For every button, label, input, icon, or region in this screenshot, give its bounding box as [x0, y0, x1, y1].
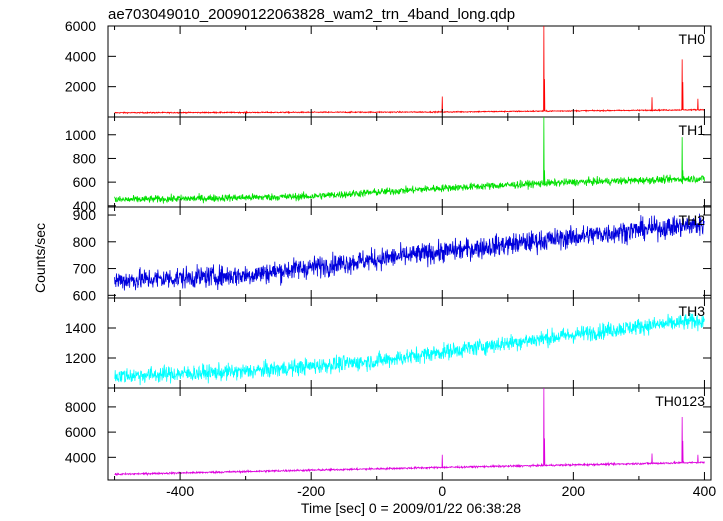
y-tick-label: 700	[73, 261, 97, 277]
panel-th0: TH0 2000 4000 6000	[65, 18, 712, 118]
y-tick-label: 2000	[65, 79, 96, 95]
x-tick-label: -200	[297, 483, 325, 499]
x-tick-label: 200	[562, 483, 586, 499]
y-tick-label: 1400	[65, 320, 96, 336]
panel-frame	[107, 206, 712, 299]
panel-frame	[107, 116, 712, 208]
series-line-th0123	[114, 388, 705, 477]
x-tick-label: -400	[166, 483, 194, 499]
panel-th3: TH3 1200 1400	[65, 297, 712, 389]
y-tick-label: 800	[73, 234, 97, 250]
y-tick-label: 4000	[65, 48, 96, 64]
series-line-th3	[114, 312, 705, 386]
panel-label: TH0123	[655, 393, 705, 409]
panel-frame	[107, 387, 712, 481]
y-tick-label: 400	[73, 198, 97, 214]
x-tick-label: 400	[693, 483, 717, 499]
y-tick-label: 1000	[65, 127, 96, 143]
y-tick-label: 6000	[65, 18, 96, 34]
chart-title: ae703049010_20090122063828_wam2_trn_4ban…	[108, 6, 515, 23]
panel-th1: TH1 400 600 800 1000	[65, 116, 712, 214]
series-line-th1	[114, 117, 705, 204]
panel-label: TH2	[679, 212, 706, 228]
panel-label: TH1	[679, 122, 706, 138]
x-tick-label: 0	[438, 483, 446, 499]
series-line-th2	[114, 213, 705, 291]
y-tick-label: 1200	[65, 350, 96, 366]
panel-label: TH3	[679, 303, 706, 319]
panels: TH0200040006000TH14006008001000TH2600700…	[65, 18, 716, 499]
panel-label: TH0	[679, 31, 706, 47]
series-line-th0	[114, 26, 705, 115]
y-axis-label: Counts/sec	[32, 223, 48, 293]
y-tick-label: 600	[73, 174, 97, 190]
y-tick-label: 900	[73, 207, 97, 223]
y-tick-label: 800	[73, 150, 97, 166]
panel-th0123: TH0123 4000 6000 8000	[65, 387, 712, 481]
panel-frame	[107, 25, 712, 118]
x-axis-label: Time [sec] 0 = 2009/01/22 06:38:28	[301, 500, 521, 516]
y-tick-label: 600	[73, 287, 97, 303]
y-tick-label: 6000	[65, 424, 96, 440]
y-tick-label: 8000	[65, 399, 96, 415]
y-tick-label: 4000	[65, 449, 96, 465]
panel-th2: TH2 600 700 800 900	[73, 206, 712, 303]
